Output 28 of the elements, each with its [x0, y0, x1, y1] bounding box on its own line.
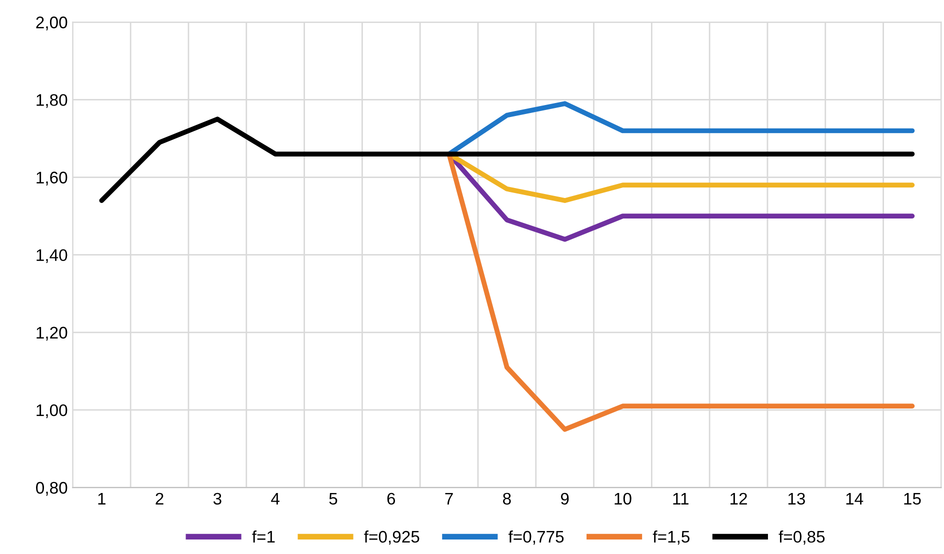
legend-label: f=1,5 [652, 530, 690, 545]
x-tick-label: 12 [730, 492, 747, 504]
legend-label: f=0,925 [364, 530, 420, 545]
x-tick-label: 5 [329, 492, 338, 505]
y-tick-label: 2,00 [36, 16, 68, 30]
x-tick-label: 13 [788, 492, 805, 505]
y-tick-label: 1,60 [36, 172, 68, 186]
x-tick-label: 6 [387, 492, 396, 505]
y-tick-label: 1,80 [36, 94, 68, 108]
y-tick-label: 1,00 [36, 404, 68, 418]
legend-label: f=1 [252, 530, 275, 543]
line-series [99, 116, 915, 203]
x-tick-label: 15 [904, 492, 921, 505]
legend-label: f=0,85 [778, 530, 825, 545]
x-tick-label: 3 [213, 492, 222, 505]
y-tick-label: 1,40 [36, 249, 68, 264]
legend-label: f=0,775 [508, 530, 564, 545]
x-tick-label: 2 [156, 492, 164, 504]
x-tick-label: 11 [673, 492, 688, 504]
x-tick-label: 1 [98, 492, 106, 504]
x-tick-label: 9 [560, 492, 569, 505]
y-tick-label: 1,20 [36, 326, 68, 341]
x-tick-label: 10 [614, 492, 632, 505]
x-tick-label: 14 [846, 492, 864, 504]
x-tick-label: 8 [503, 492, 511, 505]
y-tick-label: 0,80 [36, 482, 68, 496]
x-tick-label: 7 [445, 492, 453, 504]
x-tick-label: 4 [271, 492, 280, 504]
